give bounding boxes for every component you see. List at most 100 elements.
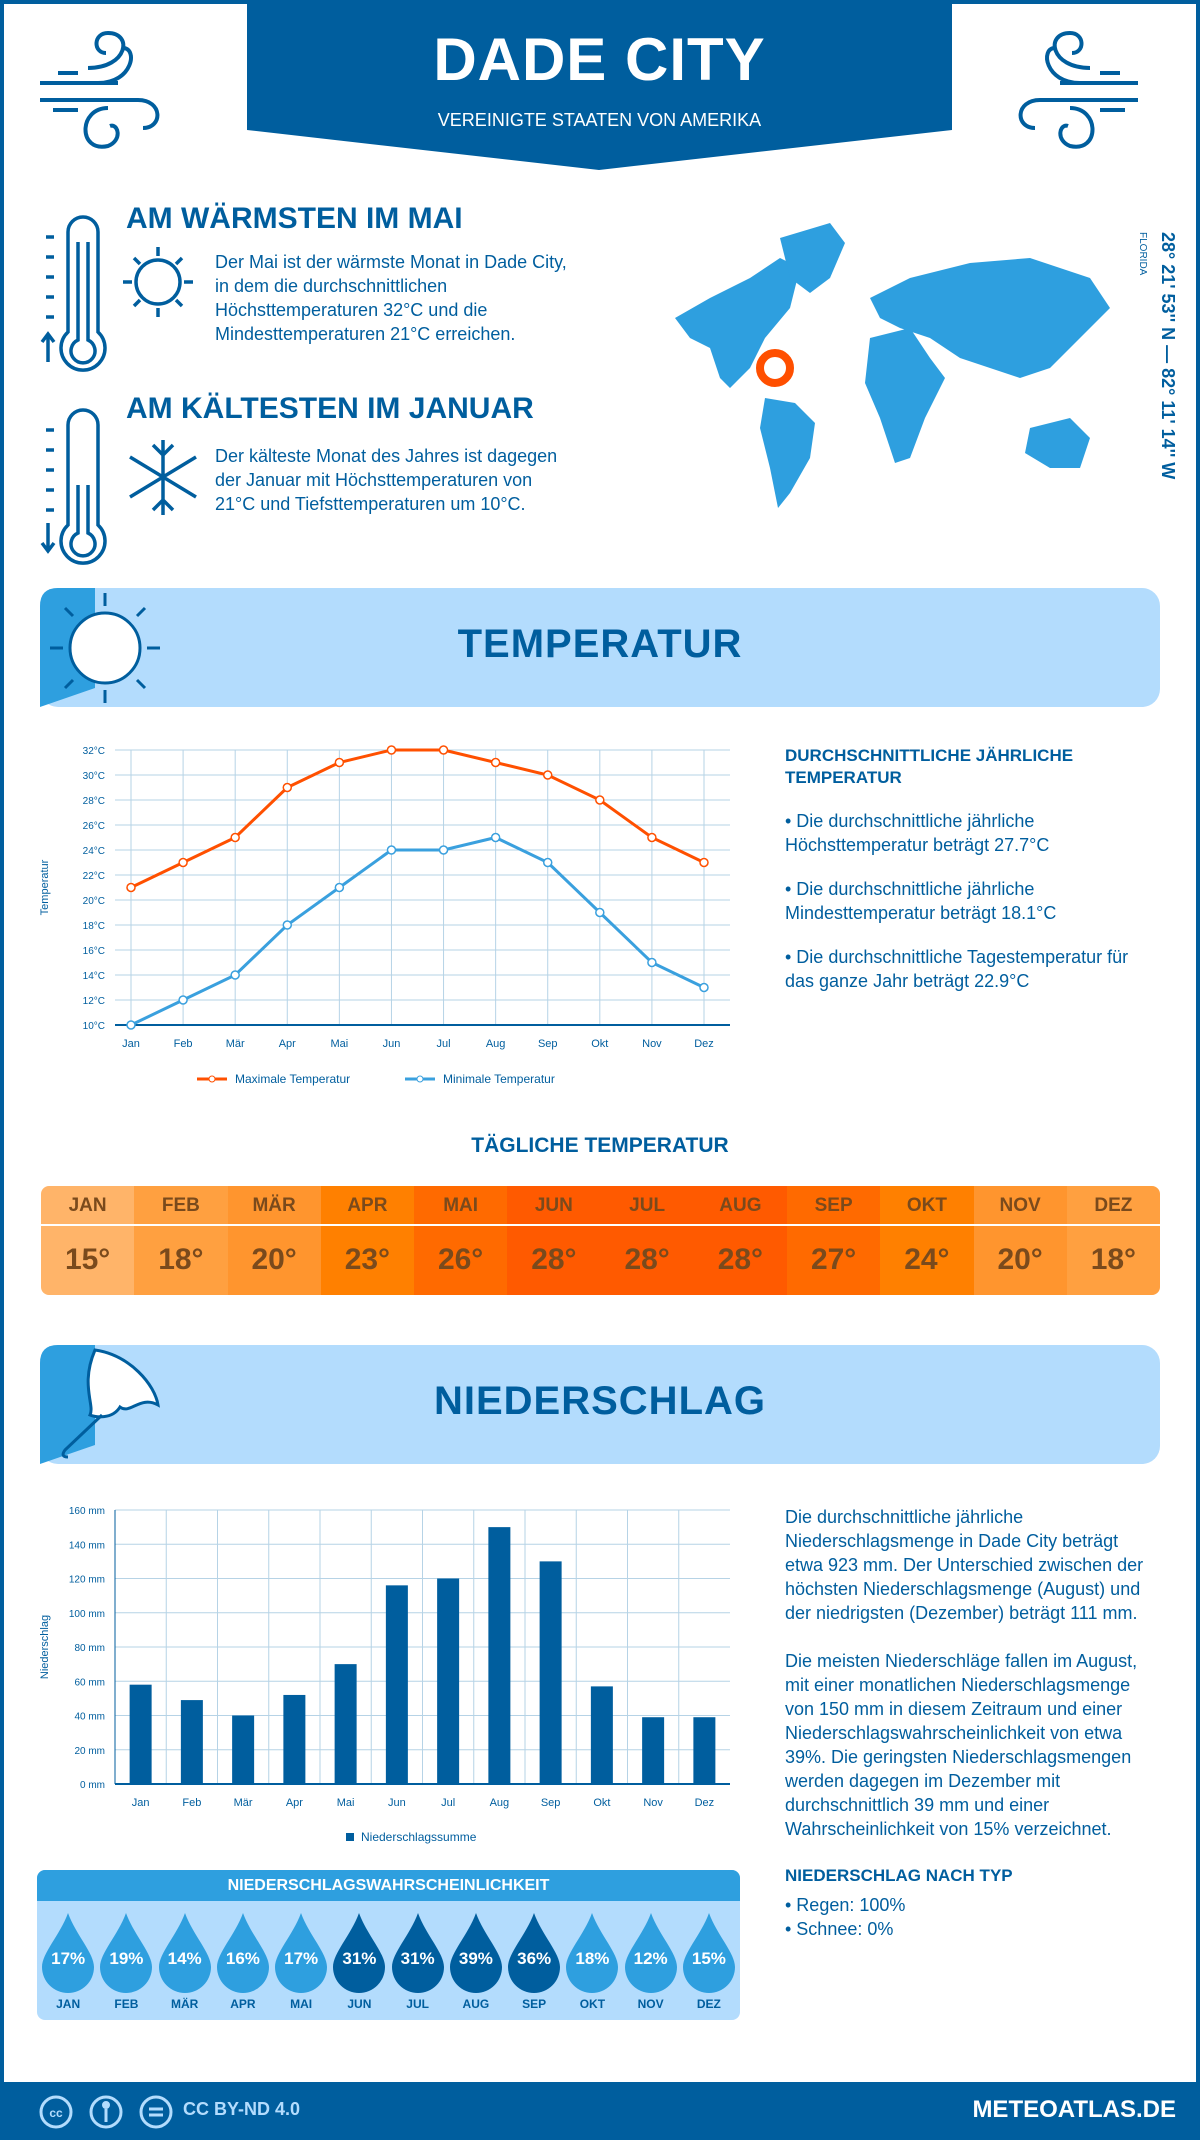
series-line <box>130 748 705 889</box>
month-label: JAN <box>41 1186 135 1226</box>
y-axis-label: Niederschlag <box>39 1615 51 1679</box>
x-tick-label: Jan <box>132 1797 150 1809</box>
bar <box>180 1700 203 1784</box>
data-point <box>542 857 553 868</box>
temp-value: 28° <box>624 1243 670 1276</box>
y-tick-label: 20 mm <box>74 1746 105 1757</box>
y-tick-label: 28°C <box>83 796 105 807</box>
warmest-heading: AM WÄRMSTEN IM MAI <box>126 202 463 235</box>
data-point <box>647 957 657 968</box>
month-label: JUL <box>406 1997 429 2011</box>
month-label: MÄR <box>227 1186 321 1226</box>
legend-label: Niederschlagssumme <box>361 1830 477 1844</box>
legend-marker <box>416 1075 424 1083</box>
coordinates: 28° 21' 53'' N — 82° 11' 14'' W <box>1158 232 1178 480</box>
daily-temp-cell: JUN 28° <box>507 1186 601 1295</box>
probability-drop: 31% JUN <box>330 1901 388 2020</box>
raindrop-icon <box>100 1913 153 1993</box>
text-line: Der kälteste Monat des Jahres ist dagege… <box>215 446 558 466</box>
region-label: FLORIDA <box>1137 232 1148 276</box>
raindrop-icon <box>682 1913 735 1993</box>
raindrop-icon <box>42 1913 95 1993</box>
probability-value: 16% <box>225 1949 260 1968</box>
temp-value: 24° <box>904 1243 950 1276</box>
bullet: • Die durchschnittliche Tagestemperatur … <box>785 947 1129 991</box>
temperature-chart: 10°C 12°C 14°C 16°C 18°C 20°C 22°C 24°C 26°C 28°C… <box>39 745 730 1086</box>
x-tick-label: Jan <box>122 1038 140 1050</box>
y-tick-label: 100 mm <box>69 1609 105 1620</box>
temperature-title: TEMPERATUR <box>457 622 743 666</box>
annual-temperature-heading: DURCHSCHNITTLICHE JÄHRLICHE TEMPERATUR <box>785 746 1074 787</box>
bar <box>283 1694 306 1784</box>
y-tick-label: 32°C <box>83 746 105 757</box>
raindrop-icon <box>333 1913 386 1993</box>
coldest-text: Der kälteste Monat des Jahres ist dagege… <box>215 444 557 516</box>
x-tick-label: Dez <box>695 1797 715 1809</box>
probability-drop: 15% DEZ <box>680 1901 738 2020</box>
bar <box>232 1715 255 1784</box>
month-label: MÄR <box>170 1997 199 2011</box>
x-tick-label: Apr <box>279 1038 296 1050</box>
data-point <box>438 745 449 755</box>
probability-drop: 39% AUG <box>447 1901 505 2020</box>
coldest-heading: AM KÄLTESTEN IM JANUAR <box>126 392 534 425</box>
text-line: der Januar mit Höchsttemperaturen von <box>215 470 533 490</box>
x-tick-label: Sep <box>538 1038 558 1050</box>
y-tick-label: 60 mm <box>74 1677 105 1688</box>
probability-value: 36% <box>517 1949 552 1968</box>
x-tick-label: Nov <box>643 1797 663 1809</box>
data-point <box>699 857 709 868</box>
temperature-banner: TEMPERATUR <box>40 588 1160 707</box>
month-label: SEP <box>787 1186 881 1226</box>
bar <box>693 1717 716 1784</box>
data-point <box>282 920 293 930</box>
location-marker-icon <box>756 349 794 387</box>
bar <box>488 1527 511 1784</box>
month-label: JUL <box>600 1186 694 1226</box>
raindrop-icon <box>624 1913 677 1993</box>
probability-drop: 18% OKT <box>563 1901 621 2020</box>
probability-value: 31% <box>342 1949 377 1968</box>
data-point <box>126 882 136 893</box>
month-label: APR <box>320 1186 414 1226</box>
probability-value: 14% <box>167 1949 202 1968</box>
data-point <box>334 757 345 768</box>
y-tick-label: 160 mm <box>69 1506 105 1517</box>
page-subtitle: VEREINIGTE STAATEN VON AMERIKA <box>437 110 762 130</box>
probability-drop: 17% JAN <box>39 1901 97 2020</box>
probability-drop: 31% JUL <box>389 1901 447 2020</box>
sun-icon <box>40 588 160 707</box>
x-tick-label: Feb <box>182 1797 201 1809</box>
precipitation-banner: NIEDERSCHLAG <box>40 1345 1160 1464</box>
daily-temp-cell: OKT 24° <box>880 1186 974 1295</box>
legend-marker <box>208 1075 216 1083</box>
x-tick-label: Apr <box>286 1797 303 1809</box>
month-label: MAI <box>414 1186 508 1226</box>
data-point <box>542 770 553 780</box>
y-tick-label: 40 mm <box>74 1712 105 1723</box>
x-tick-label: Jul <box>441 1797 455 1809</box>
warmest-text: Der Mai ist der wärmste Monat in Dade Ci… <box>215 250 567 346</box>
data-point <box>282 782 293 793</box>
x-tick-label: Nov <box>642 1038 662 1050</box>
site-link[interactable]: METEOATLAS.DE <box>972 2096 1176 2123</box>
x-tick-label: Feb <box>174 1038 193 1050</box>
raindrop-icon <box>391 1913 444 1993</box>
bar <box>590 1686 613 1784</box>
y-tick-label: 0 mm <box>80 1780 105 1791</box>
month-label: AUG <box>693 1186 787 1226</box>
wind-icon <box>40 30 160 149</box>
month-label: OKT <box>880 1186 974 1226</box>
x-tick-label: Sep <box>541 1797 561 1809</box>
paragraph: Die meisten Niederschläge fallen im Augu… <box>785 1651 1138 1839</box>
month-label: JAN <box>56 1997 81 2011</box>
probability-title: NIEDERSCHLAGSWAHRSCHEINLICHKEIT <box>37 1870 740 1901</box>
series-line <box>130 835 705 1027</box>
bar <box>385 1585 408 1784</box>
probability-drop: 17% MAI <box>272 1901 330 2020</box>
x-tick-label: Jun <box>383 1038 401 1050</box>
probability-value: 19% <box>109 1949 144 1968</box>
month-label: JUN <box>507 1186 601 1226</box>
month-label: JUN <box>347 1997 372 2011</box>
annual-temperature-info: DURCHSCHNITTLICHE JÄHRLICHE TEMPERATUR •… <box>785 745 1155 993</box>
